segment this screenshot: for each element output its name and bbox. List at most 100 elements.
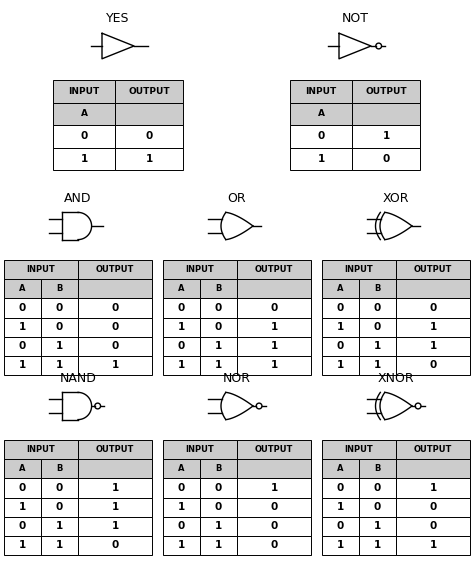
Bar	[322, 279, 359, 298]
Text: 0: 0	[374, 502, 381, 512]
Text: 0: 0	[429, 502, 437, 512]
Text: B: B	[56, 284, 63, 293]
Bar	[53, 102, 115, 125]
Bar	[115, 102, 183, 125]
Text: 1: 1	[270, 341, 278, 351]
Bar	[41, 479, 78, 498]
Text: 0: 0	[215, 322, 222, 332]
Bar	[41, 517, 78, 536]
Bar	[4, 498, 41, 517]
Text: B: B	[374, 284, 381, 293]
Text: 0: 0	[19, 483, 26, 493]
Text: B: B	[374, 464, 381, 473]
Text: NOT: NOT	[341, 11, 368, 25]
Text: 0: 0	[429, 521, 437, 531]
Bar	[200, 279, 237, 298]
Bar	[290, 125, 352, 148]
Text: 0: 0	[270, 502, 278, 512]
Text: OUTPUT: OUTPUT	[96, 445, 134, 454]
Bar	[359, 479, 396, 498]
Bar	[200, 298, 237, 318]
Text: NAND: NAND	[60, 372, 96, 385]
Text: 0: 0	[111, 303, 118, 313]
Bar	[322, 536, 359, 555]
Bar	[53, 125, 115, 148]
Text: 0: 0	[19, 303, 26, 313]
Bar	[290, 148, 352, 170]
Text: A: A	[81, 109, 88, 118]
Bar	[4, 298, 41, 318]
Bar	[396, 498, 470, 517]
Bar	[78, 517, 152, 536]
Text: 0: 0	[270, 303, 278, 313]
Bar	[163, 517, 200, 536]
Text: 0: 0	[337, 341, 344, 351]
Text: 0: 0	[111, 540, 118, 551]
Bar	[53, 148, 115, 170]
Bar	[4, 459, 41, 479]
Bar	[4, 479, 41, 498]
Bar	[359, 517, 396, 536]
Bar	[4, 318, 41, 337]
Text: 1: 1	[215, 341, 222, 351]
Bar	[163, 479, 200, 498]
Bar	[78, 337, 152, 356]
Bar	[359, 337, 396, 356]
Text: 0: 0	[56, 502, 63, 512]
Text: 1: 1	[111, 360, 118, 370]
Bar	[322, 356, 359, 375]
Text: 1: 1	[111, 483, 118, 493]
Bar	[237, 517, 311, 536]
Text: OUTPUT: OUTPUT	[365, 87, 407, 96]
Text: XNOR: XNOR	[378, 372, 414, 385]
Text: 1: 1	[337, 360, 344, 370]
Text: 1: 1	[374, 521, 381, 531]
Text: 0: 0	[111, 322, 118, 332]
Text: 1: 1	[19, 360, 26, 370]
Bar	[396, 536, 470, 555]
Bar	[78, 279, 152, 298]
Bar	[41, 337, 78, 356]
Text: 0: 0	[178, 341, 185, 351]
Bar	[4, 517, 41, 536]
Bar	[322, 337, 359, 356]
Bar	[4, 279, 41, 298]
Bar	[359, 318, 396, 337]
Text: A: A	[19, 464, 26, 473]
Bar	[4, 440, 78, 459]
Bar	[41, 298, 78, 318]
Bar	[78, 479, 152, 498]
Text: 0: 0	[270, 521, 278, 531]
Text: A: A	[19, 284, 26, 293]
Text: 0: 0	[178, 303, 185, 313]
Text: 1: 1	[178, 322, 185, 332]
Bar	[322, 260, 396, 279]
Text: 1: 1	[270, 322, 278, 332]
Bar	[396, 279, 470, 298]
Text: A: A	[337, 284, 344, 293]
Text: 0: 0	[215, 483, 222, 493]
Bar	[237, 356, 311, 375]
Text: 1: 1	[374, 341, 381, 351]
Text: 0: 0	[178, 521, 185, 531]
Text: 1: 1	[429, 341, 437, 351]
Text: 1: 1	[146, 154, 153, 164]
Text: NOR: NOR	[223, 372, 251, 385]
Text: 1: 1	[56, 341, 63, 351]
Bar	[78, 318, 152, 337]
Bar	[200, 459, 237, 479]
Bar	[200, 337, 237, 356]
Text: OUTPUT: OUTPUT	[255, 265, 293, 274]
Text: OUTPUT: OUTPUT	[128, 87, 170, 96]
Text: 1: 1	[383, 131, 390, 141]
Text: 0: 0	[429, 303, 437, 313]
Text: INPUT: INPUT	[345, 445, 374, 454]
Text: B: B	[215, 284, 222, 293]
Text: 1: 1	[111, 502, 118, 512]
Bar	[396, 440, 470, 459]
Text: 1: 1	[178, 360, 185, 370]
Text: 1: 1	[318, 154, 325, 164]
Text: XOR: XOR	[383, 191, 409, 204]
Bar	[237, 260, 311, 279]
Bar	[78, 536, 152, 555]
